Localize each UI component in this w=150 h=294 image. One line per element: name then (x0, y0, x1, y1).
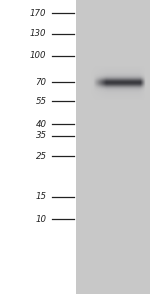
Text: 55: 55 (36, 97, 46, 106)
Text: 170: 170 (30, 9, 46, 18)
Text: 35: 35 (36, 131, 46, 140)
Text: 40: 40 (36, 120, 46, 128)
Text: 10: 10 (36, 215, 46, 223)
Text: 100: 100 (30, 51, 46, 60)
Text: 130: 130 (30, 29, 46, 38)
Text: 25: 25 (36, 152, 46, 161)
Bar (0, 0, 76, 294)
Text: 15: 15 (36, 193, 46, 201)
Bar (76, 0, 150, 294)
Text: 70: 70 (36, 78, 46, 87)
